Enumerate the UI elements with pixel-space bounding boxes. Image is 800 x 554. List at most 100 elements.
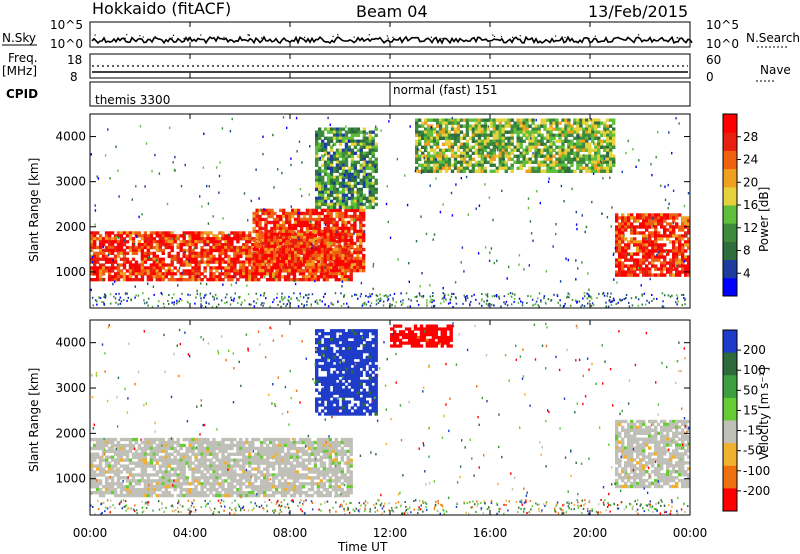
echo-cell — [310, 275, 315, 279]
echo-cell — [353, 226, 357, 231]
echo-speck — [213, 296, 216, 299]
echo-cell — [233, 248, 237, 253]
echo-cell — [276, 223, 280, 228]
echo-speck — [218, 191, 220, 194]
echo-cell — [122, 275, 127, 279]
echo-speck — [264, 276, 266, 279]
echo-cell — [359, 232, 363, 237]
echo-speck — [395, 301, 397, 304]
echo-cell — [564, 118, 568, 122]
echo-cell — [310, 278, 315, 282]
echo-cell — [200, 231, 204, 235]
echo-cell — [335, 127, 340, 131]
echo-cell — [311, 268, 316, 273]
echo-cell — [200, 272, 204, 276]
echo-speck — [414, 295, 416, 298]
echo-cell — [528, 139, 532, 144]
echo-speck — [568, 296, 570, 299]
echo-cell — [687, 222, 691, 226]
echo-cell — [137, 248, 142, 253]
echo-cell — [594, 154, 598, 159]
echo-cell — [98, 278, 103, 282]
echo-cell — [329, 247, 333, 252]
echo-cell — [338, 208, 342, 213]
echo-cell — [549, 148, 553, 153]
echo-cell — [270, 220, 274, 225]
echo-cell — [537, 124, 541, 128]
echo-cell — [188, 269, 192, 273]
echo-speck — [308, 193, 310, 196]
echo-cell — [276, 268, 280, 273]
echo-cell — [242, 260, 246, 264]
echo-cell — [152, 488, 156, 492]
echo-cell — [672, 216, 676, 220]
echo-cell — [347, 208, 351, 213]
echo-cell — [170, 278, 174, 282]
echo-cell — [158, 263, 162, 267]
echo-cell — [507, 139, 511, 144]
echo-cell — [567, 157, 571, 162]
echo-speck — [667, 206, 669, 210]
echo-cell — [507, 151, 511, 156]
echo-cell — [341, 202, 346, 207]
echo-cell — [359, 250, 363, 255]
echo-cell — [146, 275, 151, 279]
echo-cell — [669, 258, 673, 262]
echo-cell — [525, 121, 529, 125]
echo-speck — [672, 189, 675, 192]
echo-cell — [639, 243, 643, 247]
echo-speck — [465, 297, 467, 300]
echo-cell — [315, 205, 319, 210]
echo-speck — [485, 302, 488, 305]
echo-cell — [570, 163, 574, 168]
echo-cell — [101, 240, 106, 244]
echo-cell — [329, 268, 333, 273]
echo-speck — [222, 283, 224, 286]
echo-speck — [387, 220, 389, 224]
echo-cell — [182, 278, 186, 282]
echo-speck — [452, 293, 455, 295]
echo-cell — [421, 166, 425, 171]
echo-speck — [204, 305, 207, 308]
echo-cell — [116, 482, 121, 486]
echo-cell — [125, 275, 130, 279]
echo-cell — [146, 437, 151, 442]
echo-cell — [170, 269, 174, 273]
echo-cell — [498, 133, 502, 138]
echo-cell — [585, 166, 589, 171]
echo-cell — [374, 178, 378, 183]
echo-cell — [270, 238, 274, 243]
echo-speck — [532, 304, 534, 307]
echo-cell — [675, 273, 679, 277]
echo-cell — [606, 133, 610, 138]
echo-cell — [371, 142, 375, 147]
echo-cell — [474, 130, 479, 134]
echo-cell — [630, 216, 634, 220]
echo-cell — [480, 151, 485, 156]
echo-cell — [146, 491, 151, 495]
echo-cell — [288, 220, 292, 225]
echo-cell — [359, 163, 363, 168]
echo-cell — [179, 248, 183, 253]
echo-speck — [277, 168, 279, 171]
echo-speck — [307, 297, 309, 300]
echo-cell — [285, 211, 289, 216]
echo-cell — [167, 272, 171, 276]
echo-cell — [534, 145, 538, 150]
echo-cell — [344, 268, 348, 273]
echo-cell — [567, 145, 571, 150]
echo-cell — [624, 255, 628, 259]
echo-cell — [582, 136, 586, 141]
echo-cell — [176, 251, 180, 256]
echo-cell — [90, 437, 94, 442]
echo-cell — [318, 172, 322, 177]
echo-speck — [430, 126, 432, 129]
echo-cell — [277, 272, 282, 276]
echo-cell — [582, 130, 586, 134]
echo-cell — [347, 229, 351, 234]
echo-cell — [687, 261, 691, 265]
echo-speck — [324, 223, 327, 226]
echo-cell — [344, 148, 349, 153]
echo-cell — [483, 154, 488, 159]
echo-cell — [269, 278, 273, 282]
